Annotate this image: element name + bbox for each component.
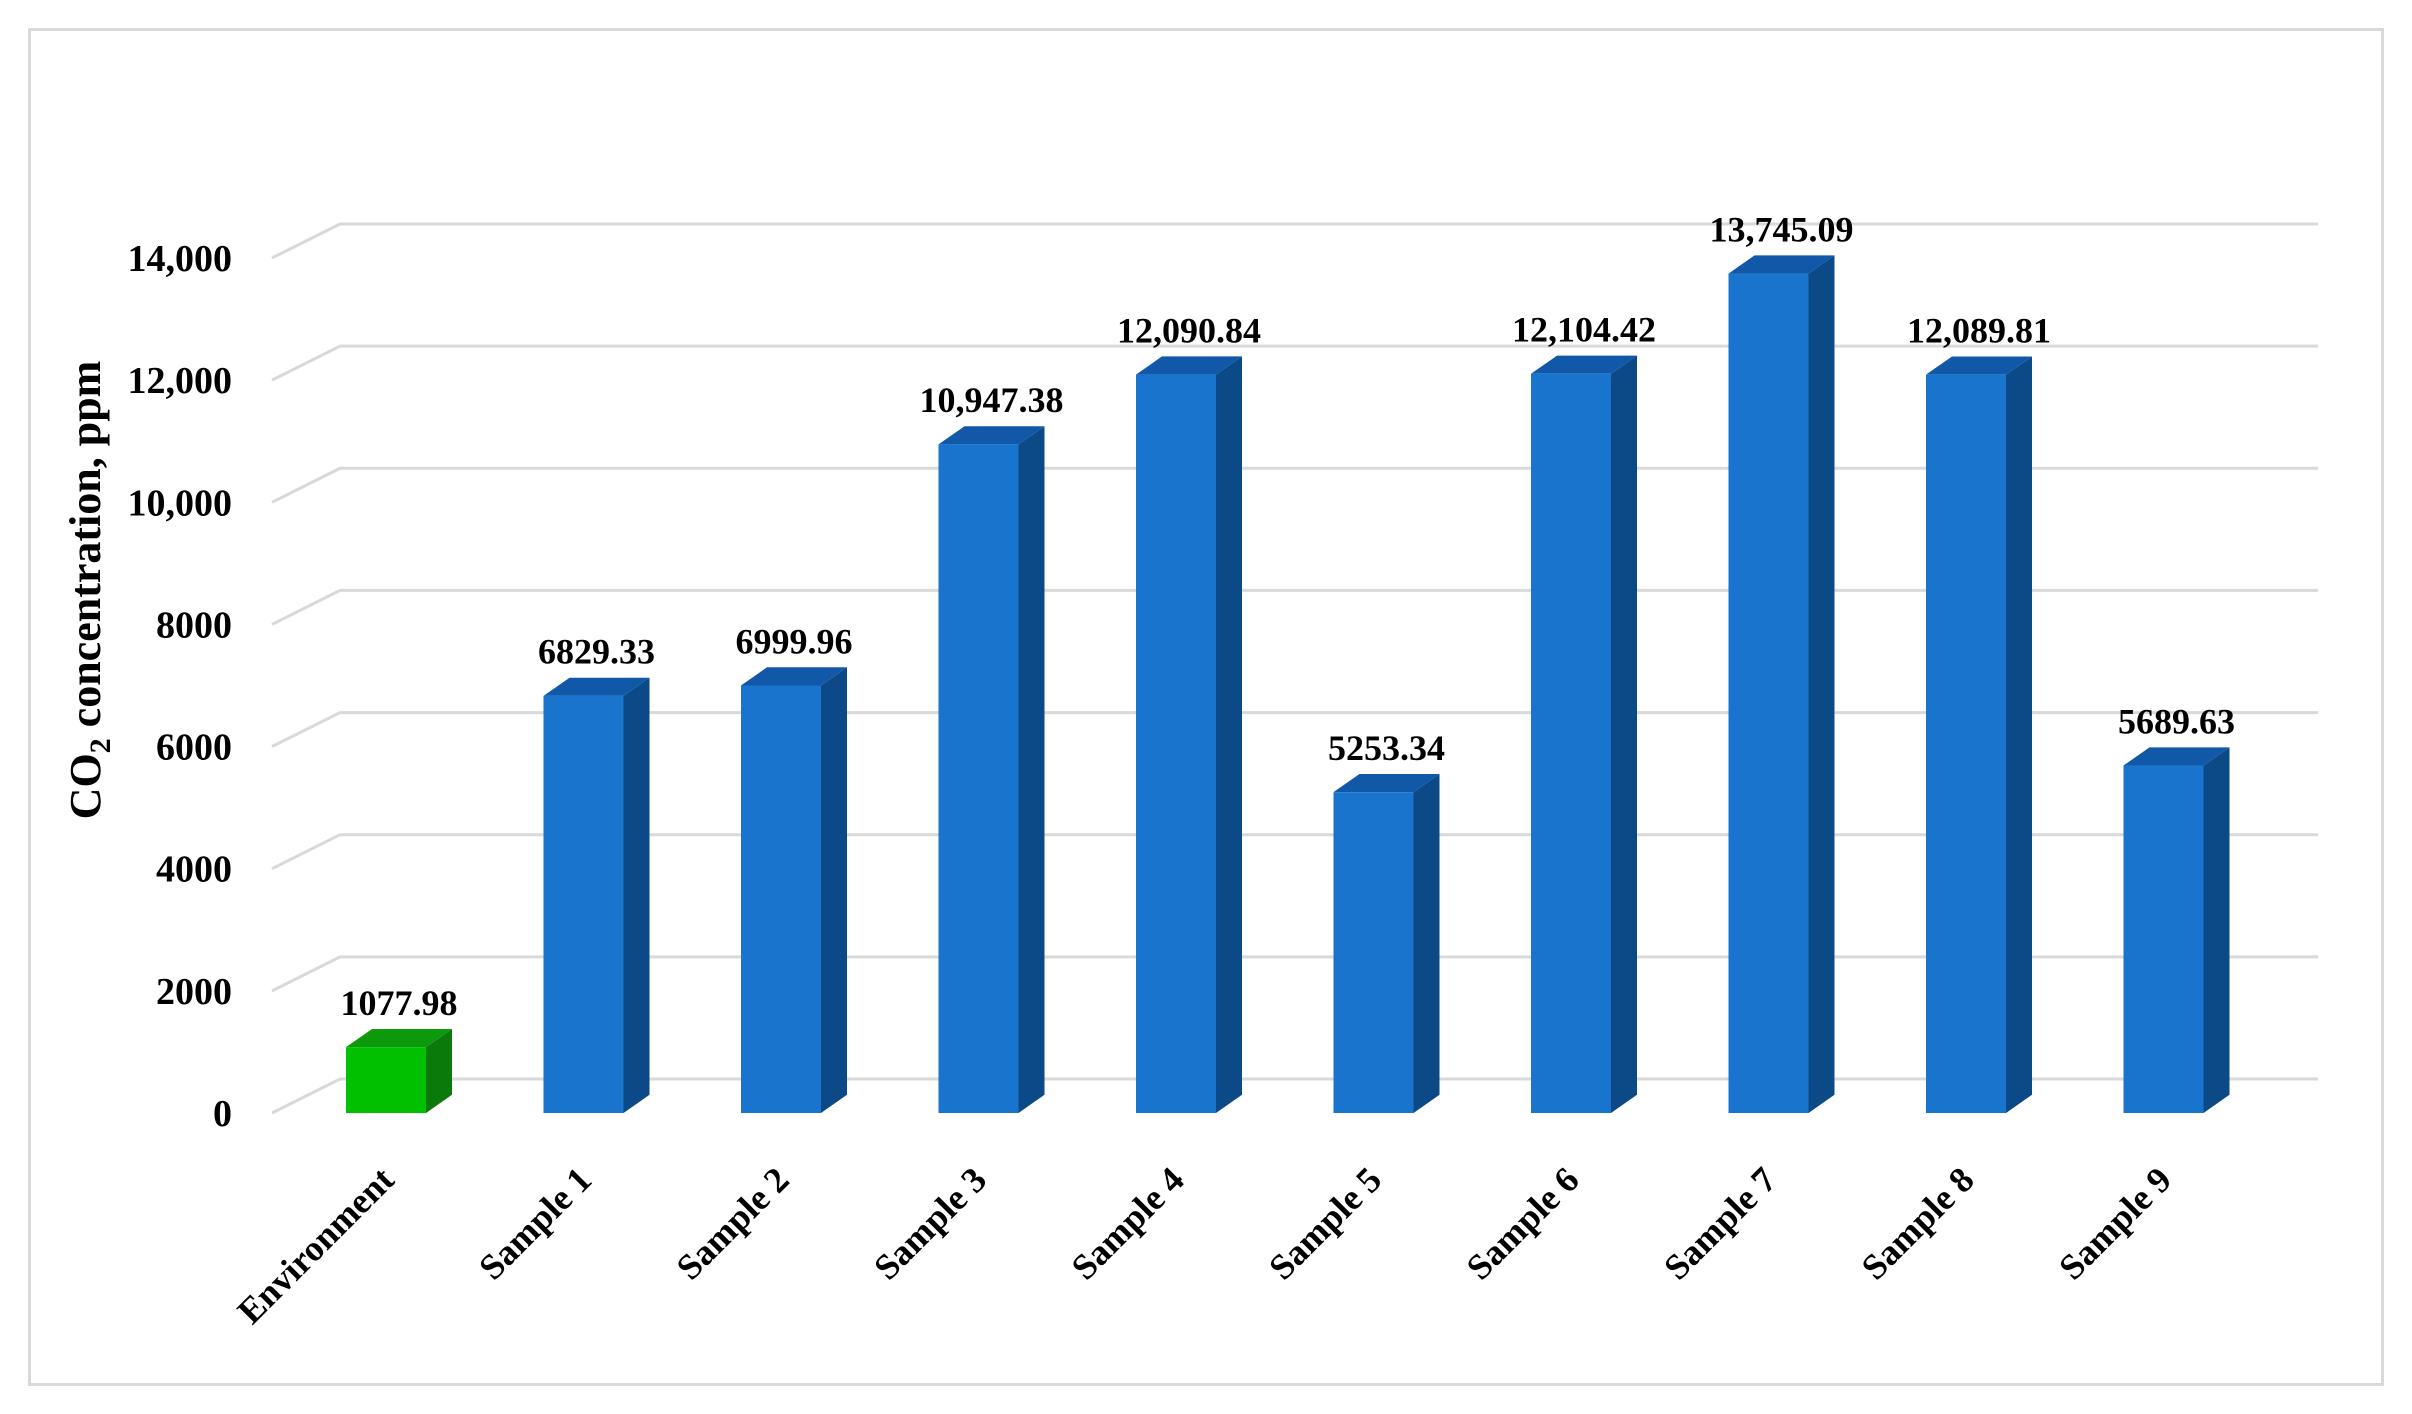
bar-sample-8 <box>1926 356 2032 1114</box>
gridline <box>271 833 2318 871</box>
y-axis-title-suffix: concentration, ppm <box>61 361 110 739</box>
bar-front-face <box>938 444 1019 1113</box>
bar-side-face <box>623 677 650 1113</box>
data-label: 13,745.09 <box>1710 209 1854 249</box>
y-tick-label: 0 <box>213 1093 232 1135</box>
bar-side-face <box>821 667 847 1113</box>
data-label: 6829.33 <box>538 632 655 672</box>
bar-sample-9 <box>2123 747 2230 1113</box>
y-tick-label: 6000 <box>156 727 232 769</box>
bar-side-face <box>2203 747 2230 1113</box>
gridlines <box>271 222 2318 1115</box>
bar-sample-5 <box>1333 773 1440 1113</box>
bar-front-face <box>1531 373 1611 1114</box>
y-axis-title-subscript: 2 <box>84 738 117 753</box>
gridline <box>271 466 2318 504</box>
bar-side-face <box>1413 773 1440 1113</box>
bar-environment <box>346 1028 452 1113</box>
x-category-label: Sample 7 <box>1656 1159 1784 1287</box>
bar-front-face <box>1728 273 1809 1113</box>
bar-side-face <box>426 1028 452 1113</box>
data-label: 10,947.38 <box>920 380 1064 420</box>
bar-front-face <box>543 695 624 1113</box>
x-category-label: Sample 5 <box>1261 1159 1389 1287</box>
y-tick-label: 4000 <box>156 849 232 891</box>
x-category-label: Sample 4 <box>1064 1159 1192 1287</box>
bar-front-face <box>1926 374 2006 1113</box>
bars <box>346 255 2230 1114</box>
x-category-label: Sample 2 <box>669 1159 797 1287</box>
y-tick-label: 12,000 <box>128 360 233 402</box>
data-label: 12,104.42 <box>1512 310 1656 350</box>
data-label: 5689.63 <box>2118 701 2235 741</box>
bar-side-face <box>2006 356 2032 1114</box>
data-label: 6999.96 <box>736 621 853 661</box>
y-tick-label: 14,000 <box>128 238 233 280</box>
gridline <box>271 222 2318 260</box>
bar-sample-6 <box>1531 355 1637 1114</box>
bar-front-face <box>2123 765 2204 1113</box>
bar-sample-2 <box>741 667 847 1113</box>
data-label: 5253.34 <box>1328 728 1445 768</box>
x-category-label: Environment <box>230 1159 402 1331</box>
bar-top-face <box>741 667 847 686</box>
gridline <box>271 344 2318 382</box>
gridline <box>271 955 2318 993</box>
bar-side-face <box>1216 356 1242 1113</box>
y-tick-label: 2000 <box>156 971 232 1013</box>
bar-top-face <box>938 426 1045 445</box>
bar-front-face <box>741 685 821 1113</box>
x-category-label: Sample 6 <box>1459 1159 1587 1287</box>
bar-top-face <box>1333 773 1440 793</box>
x-category-label: Sample 8 <box>1854 1159 1982 1287</box>
x-axis-category-labels: Environment Sample 1 Sample 2 Sample 3 Sampl… <box>230 1159 2180 1331</box>
bar-front-face <box>1333 792 1414 1113</box>
bar-top-face <box>346 1028 452 1048</box>
bar-top-face <box>1531 355 1637 374</box>
y-tick-label: 8000 <box>156 604 232 646</box>
y-tick-label: 10,000 <box>128 482 233 524</box>
bar-side-face <box>1018 426 1045 1113</box>
data-labels: 1077.98 6829.33 6999.96 10,947.38 12,090.84 5… <box>341 209 2236 1023</box>
x-category-label: Sample 9 <box>2051 1159 2179 1287</box>
gridline <box>271 1077 2318 1115</box>
bar-side-face <box>1808 255 1835 1113</box>
y-axis-title: CO2 concentration, ppm <box>61 361 117 820</box>
bar-front-face <box>1136 374 1216 1114</box>
bar-top-face <box>1926 356 2032 375</box>
bar-top-face <box>1136 356 1242 375</box>
y-axis-tick-labels: 0 2000 4000 6000 8000 10,000 12,000 14,000 <box>128 238 233 1135</box>
data-label: 12,090.84 <box>1117 310 1261 350</box>
y-axis-title-prefix: CO <box>61 753 110 819</box>
gridline <box>271 588 2318 626</box>
bar-top-face <box>2123 747 2230 766</box>
bar-top-face <box>1728 255 1835 274</box>
x-category-label: Sample 3 <box>866 1159 994 1287</box>
data-label: 1077.98 <box>341 983 458 1023</box>
bar-top-face <box>543 677 650 696</box>
bar-side-face <box>1611 355 1637 1113</box>
bar-sample-4 <box>1136 356 1242 1114</box>
gridline <box>271 711 2318 748</box>
bar-sample-1 <box>543 677 650 1113</box>
data-label: 12,089.81 <box>1907 310 2051 350</box>
x-category-label: Sample 1 <box>471 1159 599 1287</box>
bar-sample-7 <box>1728 255 1835 1113</box>
bar-sample-3 <box>938 426 1045 1113</box>
bar-front-face <box>346 1047 426 1113</box>
